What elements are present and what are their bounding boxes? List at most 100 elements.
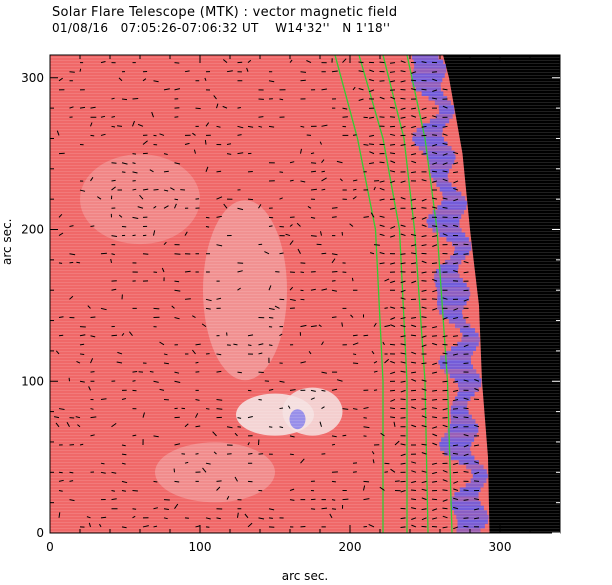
field-vector (421, 508, 427, 511)
field-vector (384, 462, 390, 465)
field-vector (369, 69, 375, 73)
field-vector (137, 123, 144, 127)
field-vector (363, 498, 370, 501)
field-vector (132, 120, 135, 127)
field-vector (473, 508, 480, 511)
field-vector (352, 342, 359, 346)
field-vector (58, 512, 61, 518)
field-vector (452, 389, 459, 392)
field-vector (452, 444, 459, 447)
x-tick-label: 0 (46, 540, 54, 554)
field-vector (319, 141, 322, 145)
field-vector (142, 188, 149, 191)
field-vector (216, 103, 219, 109)
field-vector (431, 498, 438, 501)
field-vector (474, 444, 480, 447)
field-vector (411, 160, 417, 164)
field-vector (379, 486, 385, 491)
field-vector (329, 513, 333, 519)
field-vector (400, 280, 406, 284)
field-vector (442, 142, 448, 146)
field-vector (400, 380, 406, 383)
field-vector (300, 148, 302, 154)
field-vector (129, 331, 133, 337)
field-vector (463, 525, 469, 528)
field-vector (319, 421, 322, 427)
field-vector (432, 508, 438, 511)
contour-line-3 (406, 55, 453, 533)
field-vector (463, 517, 469, 519)
field-vector (163, 517, 168, 520)
field-vector (195, 525, 200, 528)
field-vector (410, 233, 417, 237)
field-vector (247, 125, 254, 128)
field-vector (279, 407, 284, 410)
field-vector (116, 361, 123, 364)
field-vector (121, 490, 126, 492)
field-vector (202, 467, 207, 473)
field-vector (289, 161, 295, 164)
field-vector (352, 334, 358, 337)
field-vector (463, 344, 469, 348)
field-vector (453, 480, 459, 484)
field-vector (331, 70, 338, 73)
field-vector (258, 343, 264, 346)
field-vector (90, 371, 95, 373)
field-vector (410, 334, 417, 337)
field-vector (411, 470, 417, 473)
field-vector (174, 198, 179, 201)
field-vector (442, 507, 448, 510)
field-vector (58, 490, 63, 492)
field-vector (411, 461, 417, 464)
field-vector (369, 134, 375, 137)
field-vector (474, 471, 480, 475)
field-vector (421, 470, 427, 473)
field-vector (88, 522, 91, 528)
field-vector (421, 289, 427, 292)
field-vector (390, 160, 396, 164)
field-vector (400, 70, 406, 73)
field-vector (442, 233, 448, 237)
field-vector (90, 225, 95, 227)
field-vector (153, 205, 157, 209)
field-vector (431, 398, 438, 401)
field-vector (321, 159, 325, 164)
field-vector (368, 116, 375, 119)
y-axis: 0 100 200 300 (21, 71, 560, 540)
field-vector (368, 143, 375, 146)
field-vector (379, 215, 385, 218)
field-vector (184, 142, 190, 146)
field-vector (421, 107, 427, 111)
field-vector (121, 453, 127, 456)
field-vector (184, 423, 189, 428)
field-vector (237, 512, 239, 518)
field-vector (258, 352, 263, 355)
field-vector (310, 235, 317, 237)
field-vector (195, 343, 201, 346)
field-vector (331, 280, 336, 282)
field-vector (149, 169, 154, 173)
field-vector (389, 152, 396, 155)
field-vector (421, 497, 427, 501)
field-vector (247, 522, 253, 528)
field-vector (153, 480, 158, 483)
field-vector (452, 335, 459, 337)
field-vector (121, 98, 128, 101)
field-vector (463, 416, 469, 419)
field-vector (69, 106, 74, 109)
field-vector (205, 307, 211, 310)
field-vector (234, 476, 238, 482)
field-vector (432, 416, 438, 419)
field-vector (279, 197, 283, 200)
field-vector (321, 124, 328, 127)
field-vector (100, 462, 105, 465)
field-vector (258, 398, 262, 401)
field-vector (174, 88, 181, 91)
subtitle-time: 07:05:26-07:06:32 UT (120, 21, 259, 35)
field-vector (474, 379, 480, 382)
field-vector (153, 380, 159, 383)
field-vector (132, 98, 139, 100)
field-vector (289, 389, 296, 391)
field-vector (69, 499, 75, 502)
field-vector (411, 262, 417, 265)
